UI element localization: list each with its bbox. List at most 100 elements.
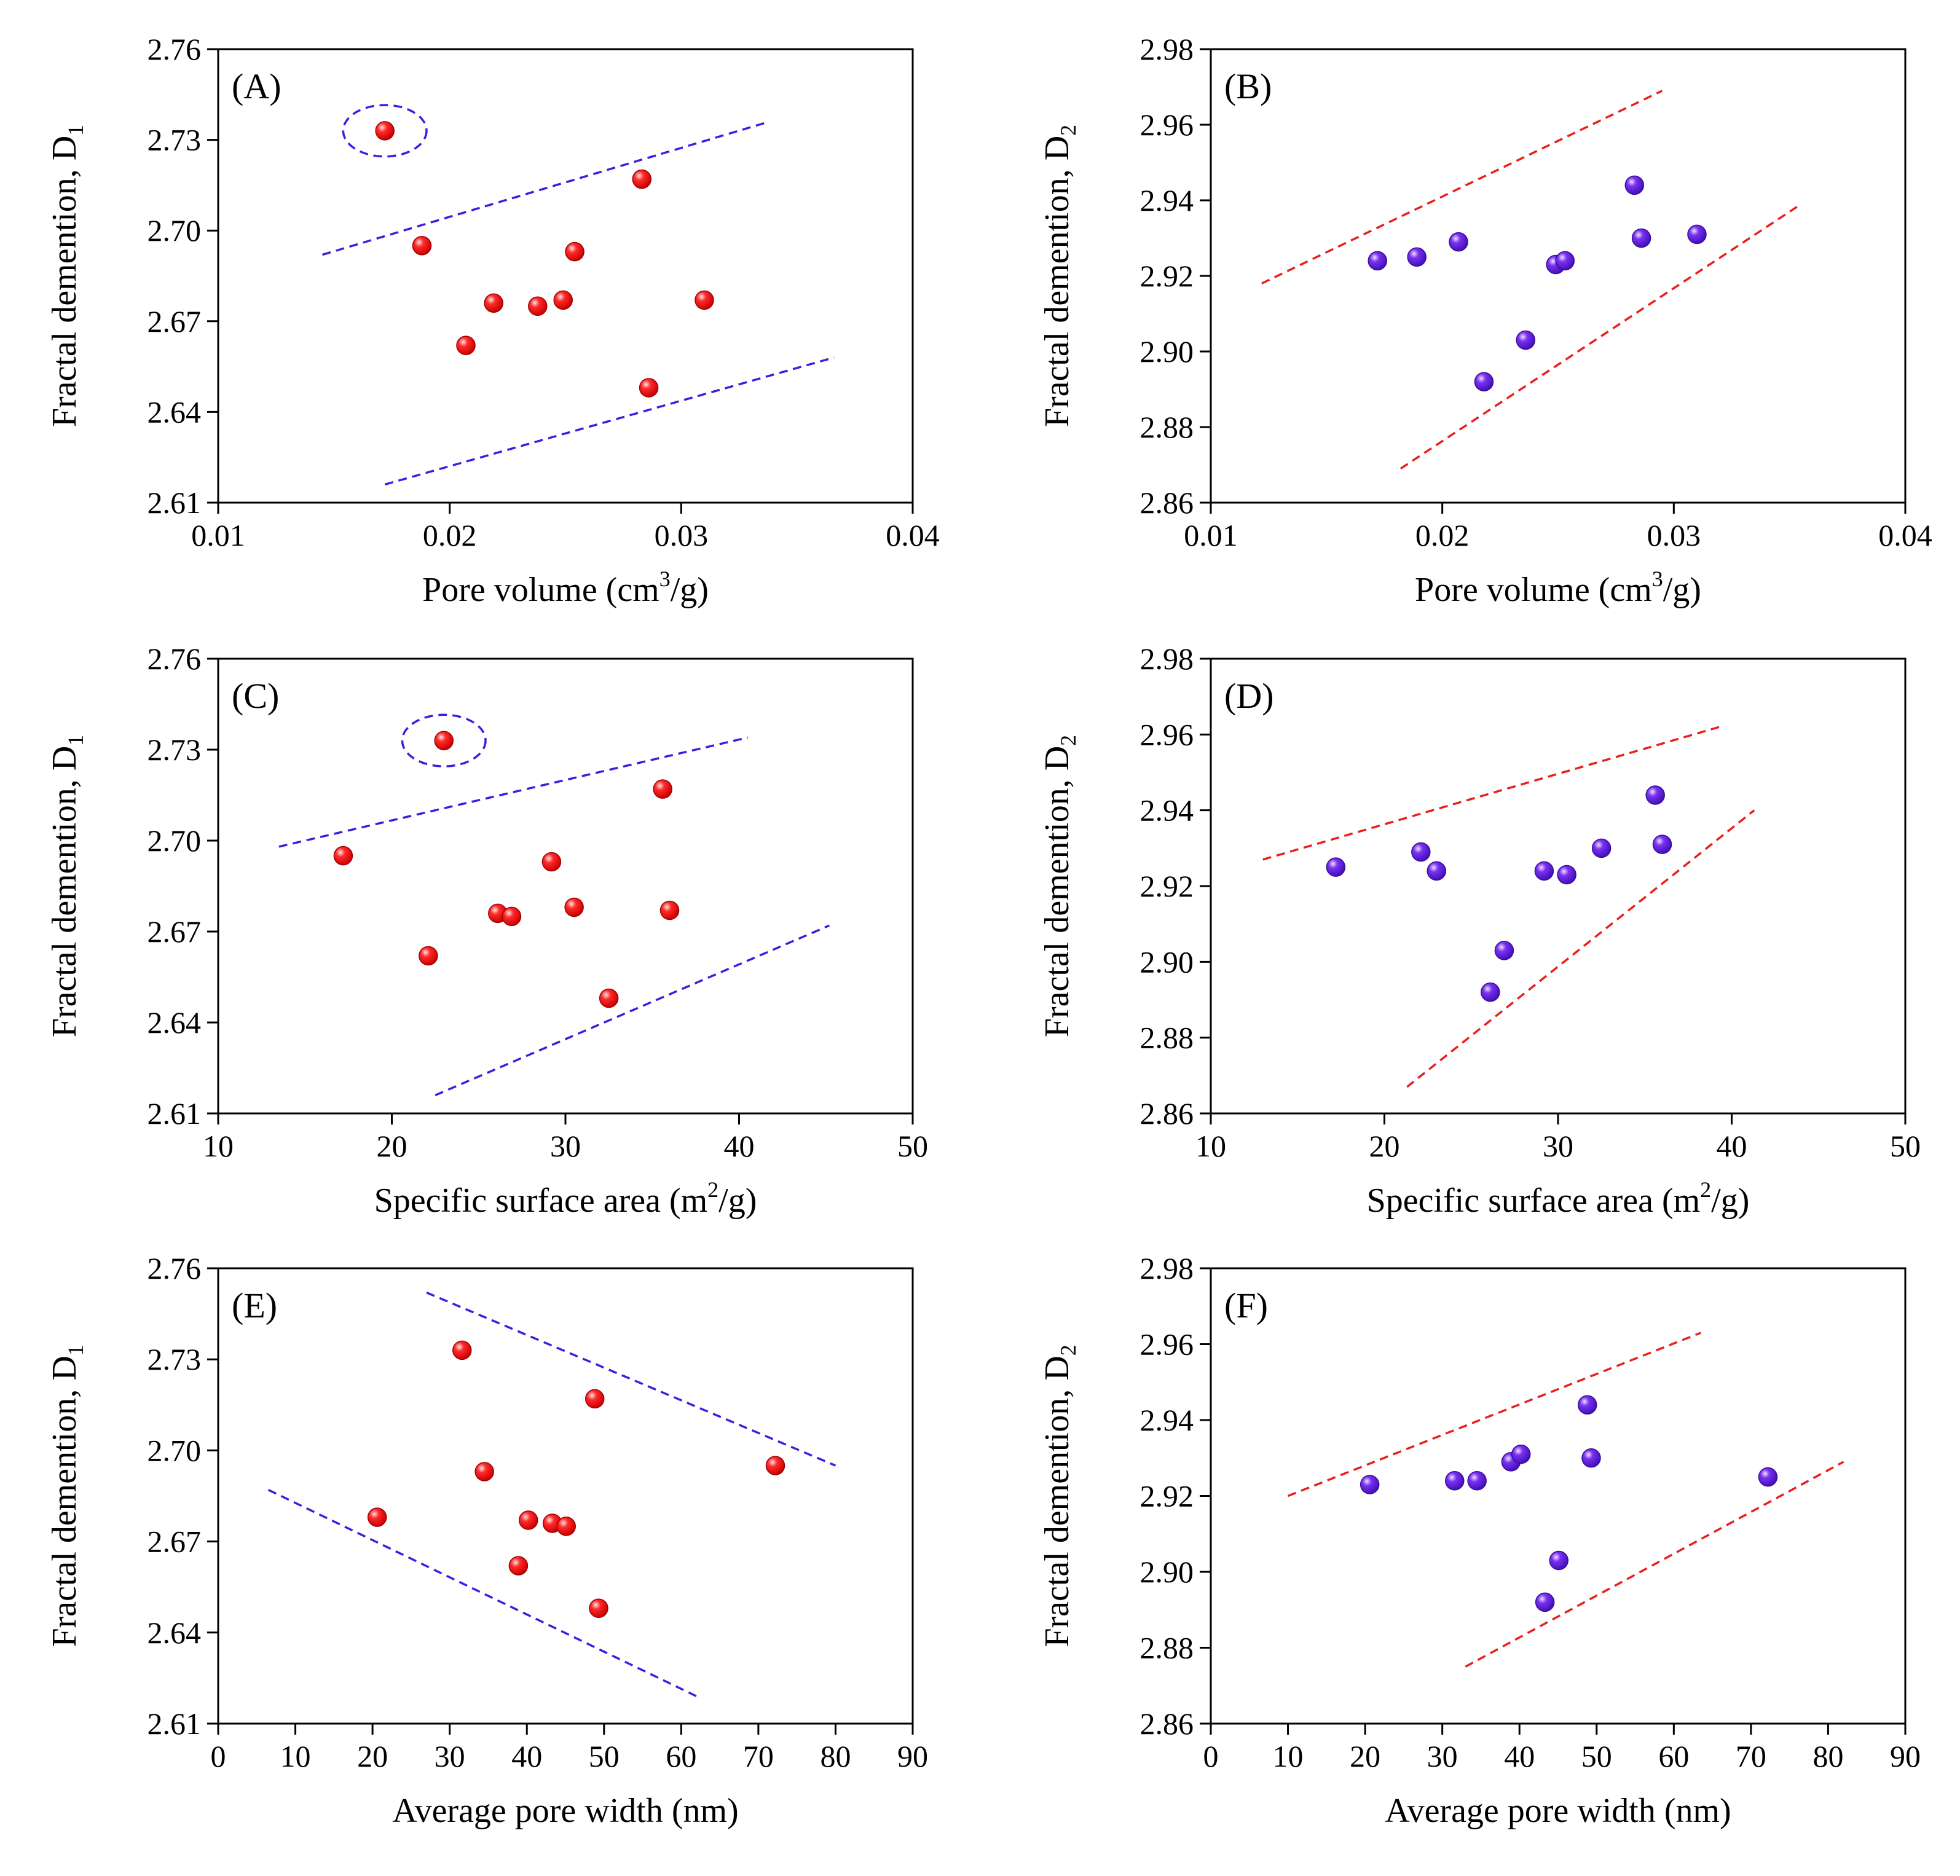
data-point bbox=[695, 290, 714, 310]
data-point bbox=[1511, 1444, 1531, 1464]
data-point bbox=[1467, 1471, 1487, 1491]
y-tick-label: 2.73 bbox=[148, 732, 202, 767]
y-tick-label: 2.73 bbox=[148, 1342, 202, 1376]
data-point bbox=[599, 988, 619, 1008]
data-point bbox=[556, 1517, 577, 1536]
x-tick-label: 50 bbox=[1581, 1739, 1612, 1773]
data-point bbox=[367, 1507, 387, 1527]
data-point bbox=[1687, 224, 1707, 245]
x-axis-title: Pore volume (cm3/g) bbox=[422, 567, 709, 609]
x-tick-label: 10 bbox=[1273, 1739, 1304, 1773]
data-point bbox=[1645, 785, 1665, 805]
y-tick-label: 2.86 bbox=[1140, 1096, 1194, 1131]
y-tick-label: 2.61 bbox=[148, 485, 202, 520]
x-tick-label: 40 bbox=[511, 1739, 542, 1773]
data-point bbox=[1577, 1395, 1597, 1415]
x-tick-label: 30 bbox=[1427, 1739, 1458, 1773]
chart-panel: 0 10 20 30 40 50 60 70 80 90 2.86 2.88 2.90 2.92 2.94 2… bbox=[1038, 1251, 1921, 1830]
x-tick-label: 0.03 bbox=[655, 518, 709, 552]
x-axis-title: Average pore width (nm) bbox=[1385, 1792, 1731, 1830]
trend-guide-line bbox=[267, 1489, 698, 1698]
chart-panel: 10 20 30 40 50 2.86 2.88 2.90 2.92 2.94 2.96 2.98 Sp… bbox=[1038, 642, 1921, 1220]
data-point bbox=[1449, 232, 1468, 252]
y-tick-label: 2.98 bbox=[1140, 642, 1194, 676]
x-tick-label: 30 bbox=[550, 1129, 581, 1163]
data-point bbox=[412, 236, 432, 256]
x-tick-label: 10 bbox=[203, 1129, 234, 1163]
x-tick-label: 30 bbox=[1543, 1129, 1573, 1163]
trend-guide-line bbox=[1406, 809, 1755, 1088]
data-point bbox=[1368, 251, 1387, 271]
chart-panel: 0.01 0.02 0.03 0.04 2.86 2.88 2.90 2.92 2.94 2.96… bbox=[1038, 32, 1932, 609]
panel-label: (C) bbox=[232, 676, 279, 716]
x-tick-label: 10 bbox=[280, 1739, 311, 1773]
y-tick-label: 2.76 bbox=[148, 32, 202, 66]
data-point bbox=[1407, 247, 1427, 267]
x-tick-label: 40 bbox=[1504, 1739, 1535, 1773]
y-tick-label: 2.88 bbox=[1140, 410, 1194, 444]
x-tick-label: 0 bbox=[211, 1739, 226, 1773]
y-tick-label: 2.94 bbox=[1140, 793, 1194, 828]
y-tick-label: 2.90 bbox=[1140, 1555, 1194, 1589]
trend-guide-line bbox=[384, 356, 835, 486]
chart-panel: 0.01 0.02 0.03 0.04 2.61 2.64 2.67 2.70 2.73 2.76… bbox=[45, 32, 940, 609]
data-point bbox=[1360, 1475, 1380, 1494]
data-point bbox=[653, 779, 672, 799]
trend-guide-line bbox=[1262, 726, 1720, 861]
y-tick-label: 2.88 bbox=[1140, 1021, 1194, 1055]
y-tick-label: 2.86 bbox=[1140, 485, 1194, 520]
data-point bbox=[452, 1340, 472, 1360]
x-tick-label: 60 bbox=[1658, 1739, 1689, 1773]
x-tick-label: 0 bbox=[1203, 1739, 1219, 1773]
data-point bbox=[333, 846, 353, 866]
data-point bbox=[639, 378, 659, 398]
data-point bbox=[1758, 1467, 1778, 1487]
data-point bbox=[1631, 228, 1651, 248]
data-point bbox=[1494, 941, 1514, 960]
data-point bbox=[375, 121, 395, 141]
data-point bbox=[1555, 251, 1575, 271]
data-point bbox=[456, 336, 476, 355]
y-tick-label: 2.61 bbox=[148, 1706, 202, 1741]
data-point bbox=[564, 897, 584, 917]
data-point bbox=[1411, 842, 1431, 862]
y-tick-label: 2.96 bbox=[1140, 1327, 1194, 1362]
trend-guide-line bbox=[1261, 90, 1663, 285]
data-point bbox=[484, 293, 503, 313]
y-tick-label: 2.86 bbox=[1140, 1706, 1194, 1741]
panel-label: (D) bbox=[1224, 676, 1274, 716]
trend-guide-line bbox=[1465, 1461, 1844, 1668]
y-tick-label: 2.70 bbox=[148, 213, 202, 248]
y-tick-label: 2.64 bbox=[148, 1005, 202, 1040]
plot-frame bbox=[1210, 1267, 1907, 1725]
x-tick-label: 80 bbox=[820, 1739, 851, 1773]
x-axis-title: Specific surface area (m2/g) bbox=[374, 1177, 757, 1220]
plot-frame bbox=[217, 1267, 914, 1725]
y-tick-label: 2.61 bbox=[148, 1096, 202, 1131]
data-point bbox=[508, 1556, 529, 1576]
x-tick-label: 20 bbox=[357, 1739, 388, 1773]
x-tick-label: 70 bbox=[743, 1739, 774, 1773]
data-point bbox=[434, 731, 454, 750]
y-tick-label: 2.92 bbox=[1140, 869, 1194, 903]
panel-label: (A) bbox=[232, 66, 281, 106]
chart-panel: 0 10 20 30 40 50 60 70 80 90 2.61 2.64 2.67 2.70 2.73 2… bbox=[45, 1251, 928, 1830]
y-axis-title: Fractal demention, D2 bbox=[1038, 125, 1080, 427]
x-axis-title: Specific surface area (m2/g) bbox=[1367, 1177, 1750, 1220]
x-axis-title: Pore volume (cm3/g) bbox=[1415, 567, 1701, 609]
x-tick-label: 60 bbox=[666, 1739, 696, 1773]
y-tick-label: 2.70 bbox=[148, 1433, 202, 1467]
y-tick-label: 2.73 bbox=[148, 123, 202, 157]
x-tick-label: 40 bbox=[724, 1129, 755, 1163]
trend-guide-line bbox=[1399, 203, 1802, 470]
x-tick-label: 0.02 bbox=[1415, 518, 1470, 552]
y-tick-label: 2.64 bbox=[148, 1615, 202, 1650]
x-tick-label: 50 bbox=[897, 1129, 928, 1163]
x-tick-label: 0.02 bbox=[423, 518, 477, 552]
data-point bbox=[584, 1389, 605, 1409]
x-tick-label: 0.04 bbox=[1878, 518, 1932, 552]
x-tick-label: 0.03 bbox=[1647, 518, 1701, 552]
data-point bbox=[1624, 175, 1645, 195]
data-point bbox=[1326, 857, 1346, 877]
data-point bbox=[632, 169, 652, 189]
